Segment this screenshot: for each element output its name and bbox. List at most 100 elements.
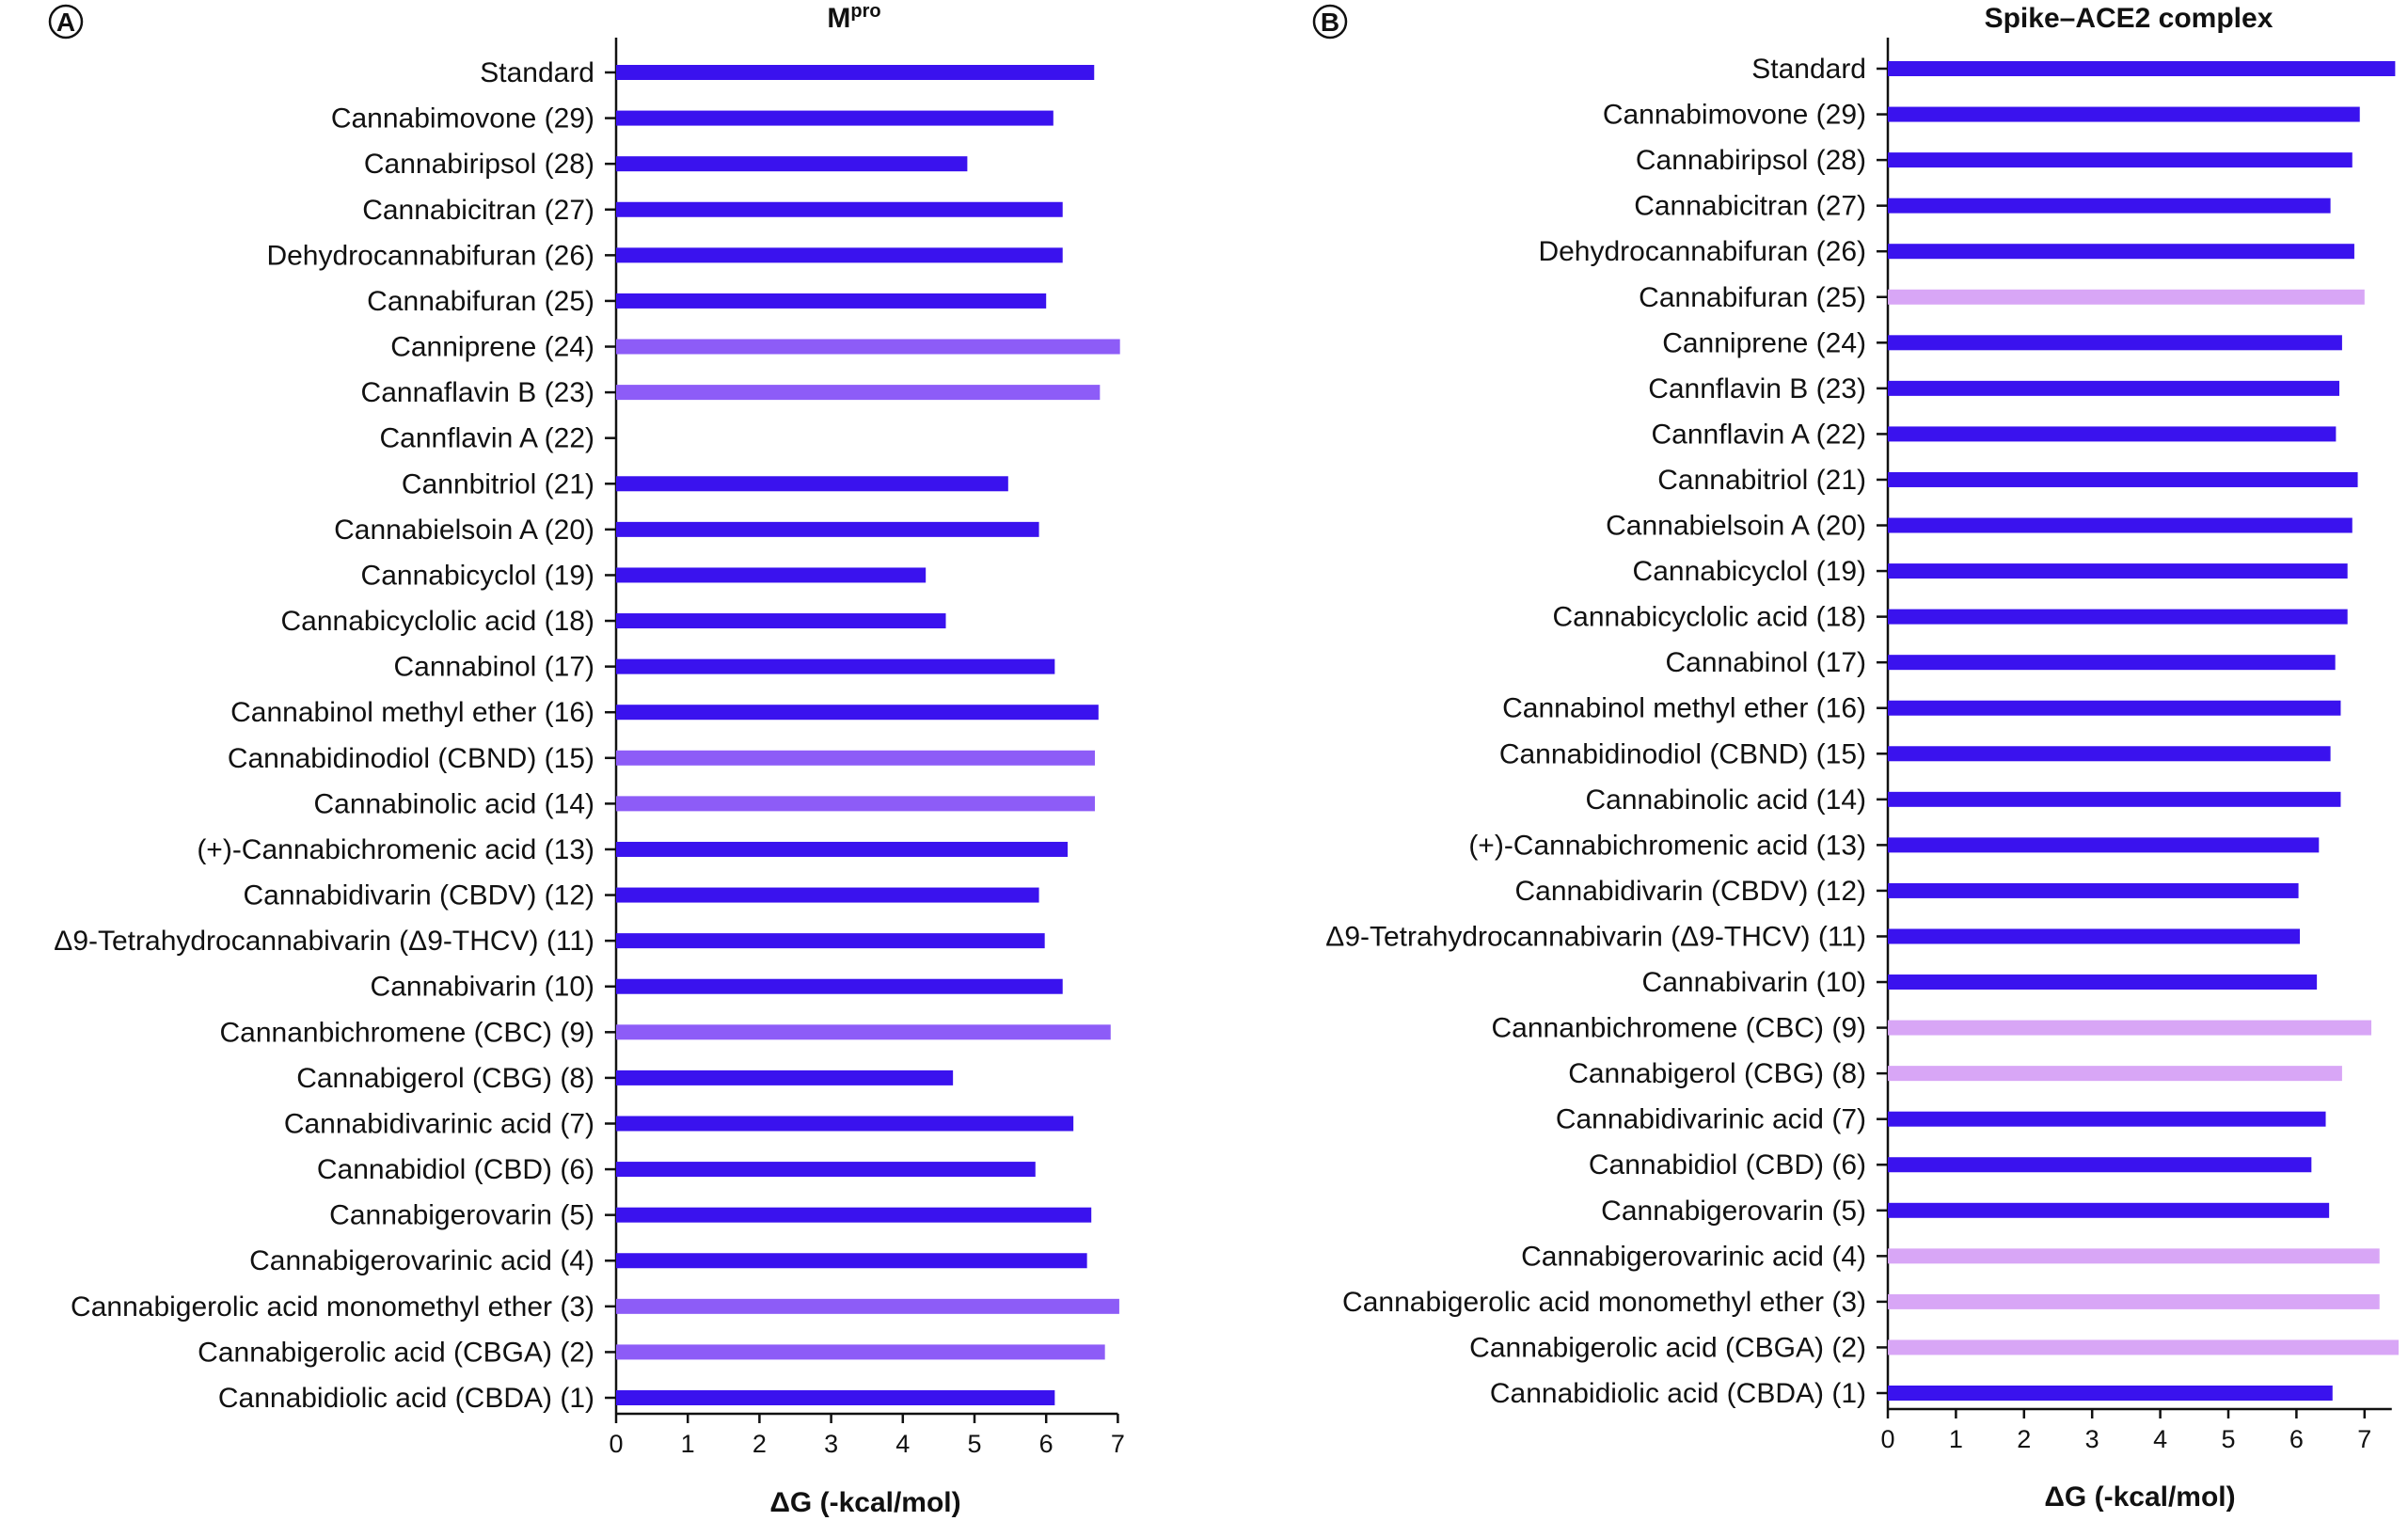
panel-b-category-label: Canniprene (24) [1662, 327, 1866, 358]
panel-b-bar [1888, 380, 2340, 396]
panel-a-bar [616, 1069, 954, 1085]
panel-b-category-label: Cannflavin A (22) [1652, 419, 1866, 450]
panel-b-category-label: (+)-Cannabichromenic acid (13) [1468, 830, 1866, 861]
panel-a-bar [616, 339, 1120, 355]
panel-a-category-label: Cannabigerolic acid (CBGA) (2) [198, 1337, 594, 1368]
panel-a-category-label: Cannabinol methyl ether (16) [230, 697, 594, 728]
panel-b-category-label: Cannabinol (17) [1666, 647, 1866, 678]
panel-a-category-label: Cannabidivarinic acid (7) [284, 1108, 594, 1139]
panel-b-bar [1888, 655, 2336, 671]
panel-a-bar [616, 887, 1039, 903]
panel-b-bar [1888, 1248, 2380, 1264]
panel-a-category-label: Standard [480, 57, 594, 88]
panel-a-category-label: Canniprene (24) [390, 332, 594, 363]
panel-b-category-label: Cannabigerolic acid monomethyl ether (3) [1342, 1287, 1866, 1318]
panel-a-bar [616, 521, 1039, 537]
panel-a-bar [616, 1344, 1105, 1360]
panel-b-bar [1888, 289, 2365, 305]
panel-b-bar [1888, 1066, 2342, 1082]
panel-b-bar [1888, 882, 2299, 898]
panel-b-bar [1888, 609, 2348, 625]
panel-a-category-label: Cannabidivarin (CBDV) (12) [244, 880, 594, 911]
panel-b-bar [1888, 106, 2360, 122]
panel-a-chart: A Mpro ΔG (-kcal/mol) 0 1 2 3 4 5 6 7 Standard Ca… [48, 1, 1125, 1518]
panel-a-bar [616, 1207, 1092, 1223]
panel-b-bar [1888, 1020, 2372, 1036]
panel-a-bar [616, 796, 1096, 812]
panel-b-bar [1888, 426, 2337, 442]
panel-a-category-label: Cannabimovone (29) [331, 103, 594, 135]
panel-b-category-label: Cannabidinodiol (CBND) (15) [1499, 738, 1866, 769]
panel-a-title: Mpro [827, 1, 880, 34]
panel-a-bar [616, 978, 1063, 994]
panel-b-letter-circle [1312, 4, 1348, 40]
panel-b-x-tick-label: 5 [2221, 1425, 2235, 1453]
panel-b-bar [1888, 471, 2358, 487]
panel-a-bar [616, 705, 1099, 721]
panel-b-bar [1888, 517, 2353, 533]
panel-a-category-label: Cannabivarin (10) [371, 972, 594, 1003]
panel-a-category-label: Cannabicitran (27) [362, 195, 594, 226]
panel-a-letter-circle [48, 4, 84, 40]
panel-b-category-label: Cannabigerol (CBG) (8) [1568, 1058, 1866, 1089]
panel-b-x-tick-label: 7 [2357, 1425, 2371, 1453]
panel-a-bar [616, 476, 1008, 492]
panel-b-category-label: Cannabiripsol (28) [1636, 145, 1866, 176]
panel-b-bar [1888, 746, 2331, 762]
panel-a-category-label: Cannanbichromene (CBC) (9) [220, 1017, 595, 1048]
panel-a-category-label: Cannbitriol (21) [402, 468, 594, 499]
panel-b-x-tick-label: 0 [1880, 1425, 1894, 1453]
panel-a-bar [616, 156, 968, 172]
panel-b-category-label: Cannabigerolic acid (CBGA) (2) [1469, 1332, 1866, 1363]
panel-a-bar [616, 750, 1096, 766]
panel-a-x-tick-label: 3 [824, 1430, 838, 1458]
panel-b-x-tick-label: 2 [2017, 1425, 2031, 1453]
panel-b-letter: B [1321, 8, 1339, 37]
panel-a-x-tick-label: 1 [681, 1430, 695, 1458]
panel-b-bar [1888, 1111, 2326, 1127]
panel-a-bar [616, 385, 1101, 401]
panel-b-category-label: Cannabifuran (25) [1639, 282, 1866, 313]
panel-a-category-label: Cannabidiol (CBD) (6) [317, 1154, 594, 1185]
panel-b-chart: B Spike–ACE2 complex ΔG (-kcal/mol) 0 1 2 3… [1312, 3, 2399, 1513]
panel-b-bar [1888, 1293, 2380, 1309]
panel-b-x-tick-label: 4 [2153, 1425, 2167, 1453]
panel-b-category-label: Cannabielsoin A (20) [1606, 511, 1866, 542]
panel-b-category-label: Cannflavin B (23) [1648, 373, 1866, 404]
panel-a-category-label: Cannabigerol (CBG) (8) [296, 1063, 594, 1094]
panel-b-category-label: Cannabidivarin (CBDV) (12) [1515, 876, 1866, 907]
panel-b-category-label: Cannabimovone (29) [1603, 100, 1866, 131]
panel-a-bar [616, 1116, 1074, 1132]
panel-a-bar [616, 1390, 1055, 1405]
panel-a-x-tick-label: 6 [1039, 1430, 1054, 1458]
panel-a-category-label: (+)-Cannabichromenic acid (13) [197, 834, 594, 865]
panel-b-bar [1888, 244, 2354, 260]
panel-a-category-label: Cannflavin A (22) [380, 423, 594, 454]
panel-a-x-tick-label: 2 [752, 1430, 767, 1458]
panel-b-bar [1888, 198, 2331, 214]
panel-a-bar [616, 1298, 1119, 1314]
panel-b-bar [1888, 791, 2341, 807]
panel-b-category-label: Standard [1751, 54, 1866, 85]
panel-a-bar [616, 613, 946, 629]
panel-b-category-label: Cannabinol methyl ether (16) [1502, 693, 1866, 724]
panel-b-bar [1888, 1386, 2333, 1401]
panel-b-category-label: Dehydrocannabifuran (26) [1538, 236, 1866, 267]
panel-a-bar [616, 247, 1063, 263]
panel-b-bar [1888, 700, 2341, 716]
panel-a-letter: A [56, 8, 75, 37]
panel-a-bar [616, 658, 1055, 674]
panel-a-x-axis-title: ΔG (-kcal/mol) [769, 1487, 960, 1518]
panel-b-category-label: Cannabicyclol (19) [1633, 556, 1866, 587]
panel-a-category-label: Cannabicyclolic acid (18) [281, 606, 595, 637]
panel-b-category-label: Cannabigerovarinic acid (4) [1521, 1241, 1866, 1272]
panel-a-x-tick-label: 5 [967, 1430, 981, 1458]
panel-a-category-label: Cannabigerovarin (5) [329, 1200, 594, 1231]
panel-a-category-label: Cannabinolic acid (14) [313, 788, 594, 819]
panel-b-category-label: Δ9-Tetrahydrocannabivarin (Δ9-THCV) (11) [1325, 921, 1866, 952]
panel-b-category-label: Cannanbichromene (CBC) (9) [1492, 1013, 1867, 1044]
panel-b-category-label: Cannabitriol (21) [1657, 465, 1866, 496]
panel-b-bar [1888, 837, 2320, 853]
panel-b-category-label: Cannabigerovarin (5) [1601, 1196, 1866, 1227]
